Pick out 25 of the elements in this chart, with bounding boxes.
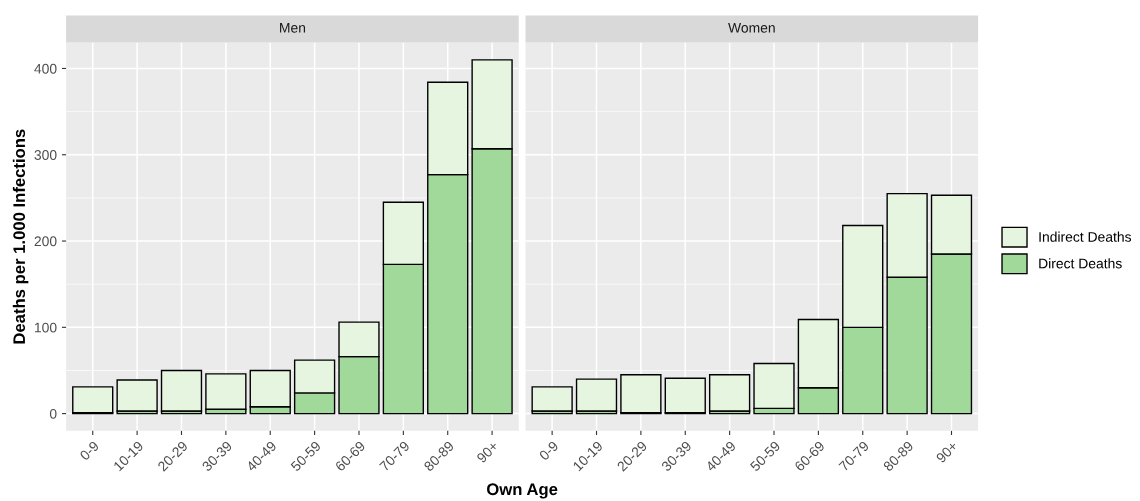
bar — [708, 374, 751, 412]
legend-label: Direct Deaths — [1039, 258, 1122, 269]
y-tick-label: 300 — [34, 150, 57, 160]
bar — [116, 379, 158, 412]
bar — [160, 369, 203, 412]
x-tick-label: 90+ — [476, 440, 499, 464]
chart-title: Men — [280, 23, 306, 33]
y-tick-label: 200 — [34, 236, 57, 247]
bar — [620, 374, 662, 414]
y-tick-label: 100 — [34, 322, 57, 333]
x-tick-label: 0-9 — [538, 440, 559, 461]
bar — [753, 362, 795, 410]
bar — [531, 386, 573, 412]
x-tick-label: 90+ — [935, 440, 959, 464]
y-tick-label: 400 — [34, 63, 57, 74]
bar — [664, 377, 706, 414]
x-tick-label: 0-9 — [79, 440, 100, 461]
chart-title: Women — [728, 23, 775, 33]
bar — [205, 373, 247, 410]
y-axis-title: Deaths per 1.000 Infections — [12, 129, 29, 344]
x-axis-title: Own Age — [487, 483, 558, 499]
legend-label: Indirect Deaths — [1039, 231, 1132, 242]
y-tick-label: 0 — [49, 408, 57, 419]
bar — [575, 378, 618, 412]
bar — [72, 386, 114, 414]
